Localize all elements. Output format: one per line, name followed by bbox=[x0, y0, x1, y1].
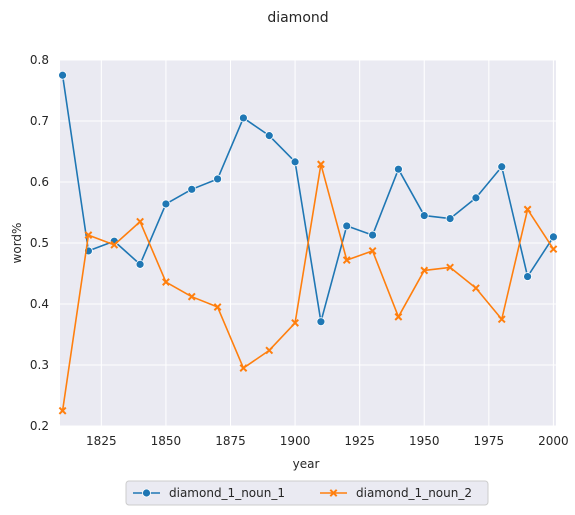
data-point bbox=[549, 232, 558, 242]
data-point bbox=[368, 230, 377, 240]
data-point bbox=[342, 221, 352, 231]
data-point bbox=[162, 278, 170, 286]
data-point bbox=[394, 164, 403, 174]
legend-entry-diamond_1_noun_1: diamond_1_noun_1 bbox=[133, 486, 285, 500]
data-point bbox=[445, 214, 455, 224]
data-point bbox=[549, 245, 558, 254]
data-point bbox=[239, 364, 248, 372]
data-point bbox=[497, 162, 507, 172]
y-tick-label: 0.5 bbox=[30, 236, 49, 250]
data-point bbox=[472, 284, 480, 293]
series-line bbox=[61, 163, 555, 411]
data-point bbox=[419, 211, 429, 220]
data-point bbox=[136, 217, 144, 226]
data-point bbox=[58, 70, 67, 80]
legend-entry-diamond_1_noun_2: diamond_1_noun_2 bbox=[320, 486, 472, 500]
data-point bbox=[135, 259, 145, 269]
x-tick-label: 2000 bbox=[538, 434, 569, 448]
y-tick-label: 0.4 bbox=[30, 297, 49, 311]
data-point bbox=[523, 272, 532, 281]
data-point bbox=[110, 240, 119, 249]
data-point bbox=[342, 256, 351, 264]
data-point bbox=[187, 184, 197, 194]
y-tick-label: 0.8 bbox=[30, 53, 49, 67]
data-point bbox=[523, 205, 532, 214]
data-point bbox=[394, 312, 403, 321]
x-tick-label: 1975 bbox=[474, 434, 505, 448]
chart-title: diamond bbox=[267, 10, 328, 26]
data-point bbox=[239, 113, 248, 123]
data-point bbox=[264, 131, 274, 141]
x-tick-label: 1850 bbox=[151, 434, 182, 448]
data-point bbox=[187, 292, 196, 301]
x-tick-label: 1900 bbox=[280, 434, 311, 448]
legend-label: diamond_1_noun_1 bbox=[169, 486, 285, 500]
series-diamond_1_noun_1 bbox=[58, 70, 558, 327]
x-axis-label: year bbox=[293, 457, 320, 471]
legend-marker bbox=[329, 489, 338, 497]
x-tick-label: 1825 bbox=[86, 434, 117, 448]
data-point bbox=[317, 160, 325, 169]
tick-labels: 1825 1850 1875 1900 1925 1950 1975 2000 0.2 0.3 0.… bbox=[30, 53, 569, 448]
y-tick-label: 0.3 bbox=[30, 358, 49, 372]
data-point bbox=[265, 346, 274, 355]
legend-marker bbox=[142, 488, 151, 498]
x-tick-label: 1925 bbox=[344, 434, 375, 448]
data-point bbox=[213, 174, 222, 184]
data-point bbox=[58, 406, 67, 415]
y-tick-label: 0.6 bbox=[30, 175, 49, 189]
data-point bbox=[316, 317, 326, 327]
y-tick-label: 0.7 bbox=[30, 114, 49, 128]
legend-box bbox=[125, 480, 489, 506]
data-point bbox=[290, 157, 300, 167]
series-diamond_1_noun_2 bbox=[58, 160, 558, 415]
data-point bbox=[161, 199, 171, 209]
data-point bbox=[213, 303, 222, 311]
x-tick-label: 1950 bbox=[409, 434, 440, 448]
data-point bbox=[420, 266, 429, 275]
x-tick-label: 1875 bbox=[215, 434, 246, 448]
data-point bbox=[471, 193, 481, 203]
legend: diamond_1_noun_1 diamond_1_noun_2 bbox=[125, 480, 489, 506]
data-point bbox=[291, 319, 299, 327]
legend-label: diamond_1_noun_2 bbox=[356, 486, 472, 500]
data-point bbox=[368, 247, 377, 255]
data-point bbox=[446, 263, 454, 272]
data-point bbox=[497, 315, 506, 324]
grid-lines bbox=[60, 59, 556, 427]
data-point bbox=[84, 231, 93, 239]
series-layer bbox=[58, 70, 558, 415]
y-tick-label: 0.2 bbox=[30, 419, 49, 433]
y-axis-label: word% bbox=[10, 223, 24, 264]
